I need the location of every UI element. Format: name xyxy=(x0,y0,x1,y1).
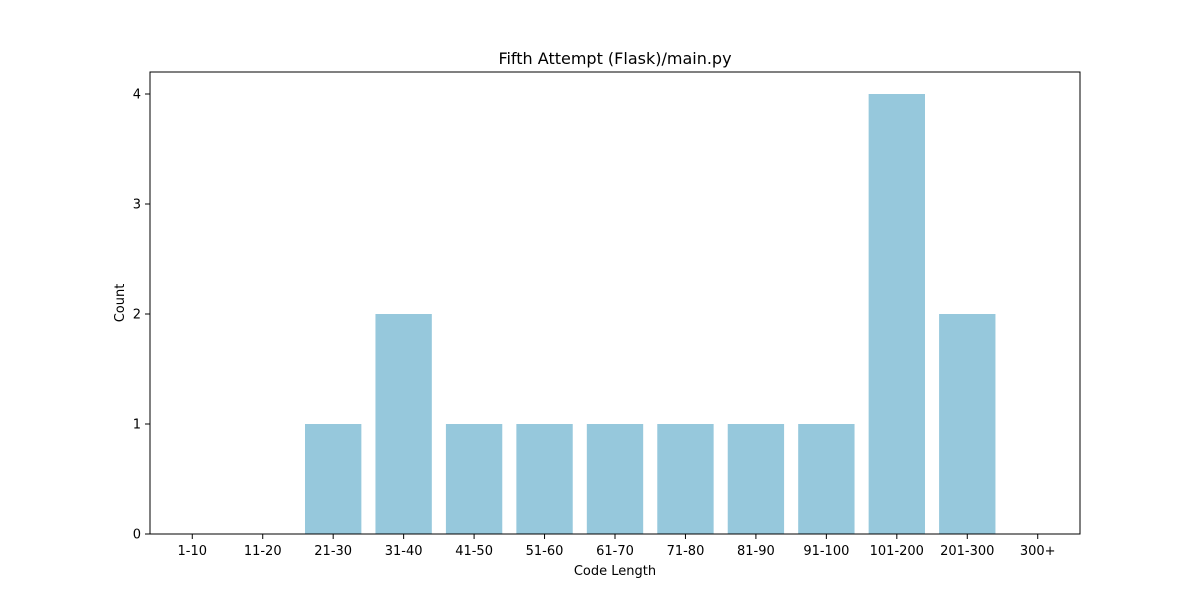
bars-group xyxy=(305,94,996,534)
y-tick-label-0: 0 xyxy=(133,528,141,543)
x-tick-label-41-50: 41-50 xyxy=(455,544,493,559)
x-tick-label-1-10: 1-10 xyxy=(178,544,208,559)
x-tick-label-51-60: 51-60 xyxy=(526,544,564,559)
chart-title: Fifth Attempt (Flask)/main.py xyxy=(498,49,731,68)
x-tick-label-11-20: 11-20 xyxy=(244,544,282,559)
bar-61-70 xyxy=(586,424,644,534)
y-tick-label-1: 1 xyxy=(133,418,141,433)
x-tick-label-101-200: 101-200 xyxy=(870,544,924,559)
x-tick-label-61-70: 61-70 xyxy=(596,544,634,559)
x-tick-label-201-300: 201-300 xyxy=(940,544,994,559)
bar-21-30 xyxy=(305,424,362,534)
y-axis-ticks: 0 1 2 3 4 xyxy=(133,88,150,543)
x-tick-label-81-90: 81-90 xyxy=(737,544,775,559)
bar-81-90 xyxy=(727,424,785,534)
y-tick-label-4: 4 xyxy=(133,88,141,103)
bar-101-200 xyxy=(868,94,925,534)
y-tick-label-2: 2 xyxy=(133,308,141,323)
bar-91-100 xyxy=(798,424,855,534)
bar-51-60 xyxy=(516,424,573,534)
x-axis-ticks: 1-10 11-20 21-30 31-40 41-50 51-60 61-70 71-80 8… xyxy=(178,534,1056,559)
bar-201-300 xyxy=(939,314,996,534)
y-tick-label-3: 3 xyxy=(133,198,141,213)
bar-71-80 xyxy=(657,424,714,534)
x-tick-label-300+: 300+ xyxy=(1020,544,1056,559)
y-axis-label: Count xyxy=(113,284,128,323)
plot-frame xyxy=(149,71,1081,535)
bar-31-40 xyxy=(375,314,432,534)
x-axis-label: Code Length xyxy=(574,564,656,579)
bar-41-50 xyxy=(445,424,503,534)
x-tick-label-91-100: 91-100 xyxy=(803,544,849,559)
x-tick-label-31-40: 31-40 xyxy=(385,544,423,559)
x-tick-label-21-30: 21-30 xyxy=(314,544,352,559)
x-tick-label-71-80: 71-80 xyxy=(667,544,705,559)
